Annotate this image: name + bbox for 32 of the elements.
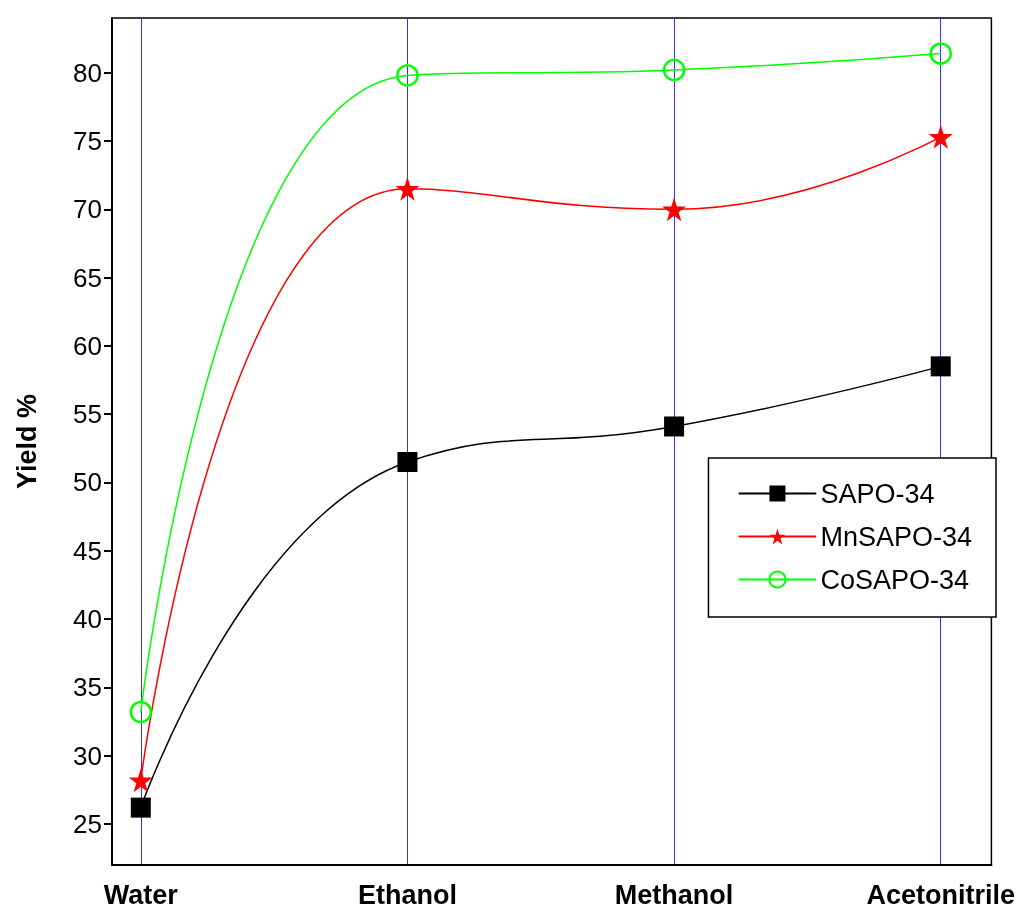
point	[662, 58, 686, 82]
y-tick-label: 30	[73, 740, 102, 771]
x-tick-label: Water	[103, 879, 179, 910]
y-tick-label: 40	[73, 604, 102, 635]
point	[129, 700, 153, 724]
point	[396, 64, 419, 87]
legend-label: MnSAPO-34	[820, 521, 972, 552]
y-tick-label: 55	[73, 399, 102, 430]
point	[928, 124, 953, 149]
point	[929, 42, 952, 65]
legend-label: SAPO-34	[820, 478, 935, 509]
point	[930, 356, 951, 377]
y-tick-label: 45	[73, 535, 102, 566]
y-tick-label: 75	[73, 125, 102, 156]
y-tick-label: 60	[73, 330, 102, 361]
point	[664, 416, 685, 437]
x-tick-label: Acetonitrile	[866, 879, 1015, 910]
y-tick-label: 80	[73, 57, 102, 88]
y-axis-title: Yield %	[11, 393, 42, 490]
y-tick-label: 25	[73, 809, 102, 840]
y-tick-label: 50	[73, 467, 102, 498]
y-tick-label: 70	[73, 194, 102, 225]
point	[395, 176, 420, 201]
x-tick-label: Ethanol	[357, 879, 457, 910]
y-tick-label: 65	[73, 262, 102, 293]
point	[662, 197, 687, 222]
legend-label: CoSAPO-34	[820, 564, 970, 595]
point	[128, 768, 153, 793]
x-tick-label: Methanol	[614, 879, 734, 910]
point	[397, 451, 418, 472]
y-tick-label: 35	[73, 672, 102, 703]
point	[130, 797, 151, 818]
